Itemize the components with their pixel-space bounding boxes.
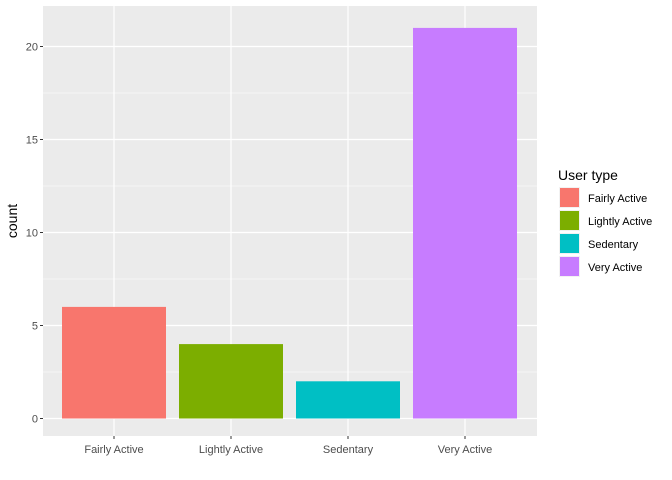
bar-sedentary [296,381,400,419]
legend-swatch [560,211,579,230]
bars [62,27,517,419]
legend-swatch [560,234,579,253]
legend-label: Lightly Active [588,216,652,228]
y-tick-label: 10 [26,228,38,240]
x-axis-ticks: Fairly Active Lightly Active Sedentary Very… [84,436,492,456]
bar-fairly-active [62,306,166,419]
legend: User type Fairly Active Lightly Active Sed… [558,167,652,277]
y-axis-title: count [4,204,20,238]
y-axis-ticks: 0 5 10 15 20 [26,42,43,426]
legend-label: Fairly Active [588,193,647,205]
legend-swatch [560,257,579,276]
y-tick-label: 0 [32,414,38,426]
legend-swatch [560,188,579,207]
bar-lightly-active [179,344,283,419]
legend-title: User type [558,167,618,183]
x-tick-label: Lightly Active [199,444,263,456]
x-tick-label: Very Active [438,444,492,456]
y-tick-label: 5 [32,321,38,333]
legend-label: Sedentary [588,239,639,251]
bar-very-active [413,27,517,419]
legend-label: Very Active [588,262,642,274]
x-tick-label: Fairly Active [84,444,143,456]
x-tick-label: Sedentary [323,444,374,456]
y-tick-label: 20 [26,42,38,54]
y-tick-label: 15 [26,135,38,147]
legend-items: Fairly Active Lightly Active Sedentary Very… [559,187,652,277]
